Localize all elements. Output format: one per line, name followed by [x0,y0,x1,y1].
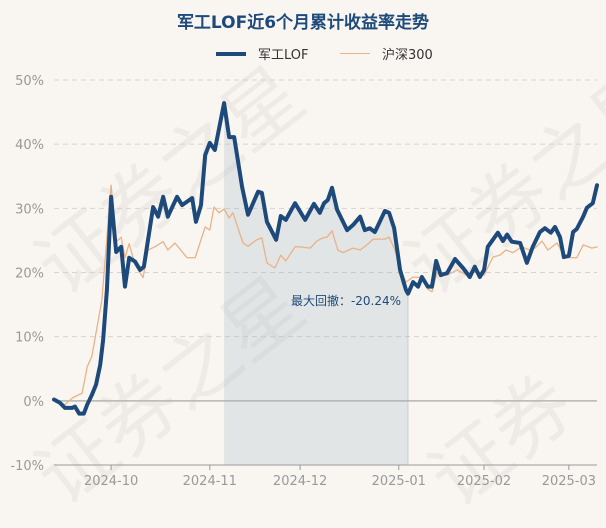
y-tick-label: 10% [15,331,44,346]
x-tick-label: 2024-11 [183,474,237,489]
legend-item-junggong-lof[interactable]: 军工LOF [216,44,309,63]
x-tick-label: 2025-01 [372,474,426,489]
series-line-junggong-lof [52,101,599,416]
legend-label: 沪深300 [382,48,433,63]
y-tick-label: 30% [15,202,44,217]
y-tick-label: 20% [15,267,44,282]
y-tick-label: 40% [15,138,44,153]
legend-item-hs300[interactable]: 沪深300 [340,44,433,63]
legend-swatch-hs300 [340,53,370,54]
series-lines [52,101,599,416]
x-tick-label: 2025-02 [457,474,511,489]
series-line-hs300 [54,184,598,406]
x-axis: 2024-10 2024-11 2024-12 2025-01 2025-02 2025-… [84,465,596,489]
legend-label: 军工LOF [258,48,309,63]
chart-canvas: 50%40%30%20%10%0%-10% 2024-10 2024-11 2024… [10,74,599,489]
y-tick-label: -10% [10,459,44,474]
max-drawdown-label: 最大回撤：-20.24% [291,293,401,308]
chart-title: 军工LOF近6个月累计收益率走势 [176,13,430,33]
max-drawdown-area [224,103,409,465]
y-axis: 50% 40% 30% 20% 10% 0% -10% [10,74,44,474]
legend: 军工LOF 沪深300 [0,44,606,63]
legend-swatch-junggong-lof [216,51,246,56]
y-tick-label: 0% [23,395,44,410]
x-tick-label: 2025-03 [542,474,596,489]
x-tick-label: 2024-12 [273,474,327,489]
y-tick-label: 50% [15,74,44,89]
x-tick-label: 2024-10 [84,474,138,489]
drawdown-region [224,103,409,465]
